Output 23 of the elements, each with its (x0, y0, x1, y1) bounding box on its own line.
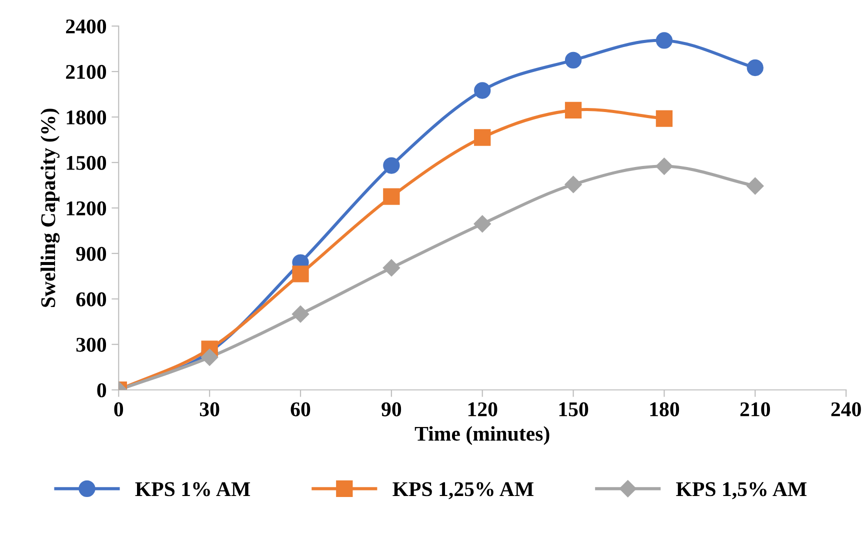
y-tick-label: 2100 (66, 64, 106, 79)
legend-label: KPS 1% AM (135, 482, 250, 496)
x-tick-label: 90 (382, 402, 402, 416)
y-tick-label: 1500 (66, 156, 106, 170)
y-tick-label: 0 (97, 383, 106, 398)
x-tick-label: 210 (740, 402, 770, 416)
y-tick-label: 1200 (66, 201, 106, 216)
legend-label: KPS 1,25% AM (392, 482, 534, 500)
y-axis-title: Swelling Capacity (%) (40, 108, 60, 307)
x-tick-label: 240 (831, 402, 861, 416)
x-axis-title: Time (minutes) (414, 426, 550, 446)
legend-label: KPS 1,5% AM (676, 482, 807, 500)
x-tick-label: 60 (290, 402, 310, 416)
x-tick-label: 180 (650, 402, 680, 416)
y-tick-label: 2400 (66, 19, 106, 34)
x-tick-label: 30 (200, 402, 220, 416)
y-tick-label: 600 (76, 292, 106, 306)
x-tick-label: 120 (468, 402, 498, 416)
y-tick-label: 900 (76, 246, 106, 261)
x-tick-label: 0 (114, 402, 124, 416)
y-tick-label: 1800 (66, 110, 106, 124)
y-tick-label: 300 (76, 338, 106, 352)
x-tick-label: 150 (559, 402, 588, 416)
